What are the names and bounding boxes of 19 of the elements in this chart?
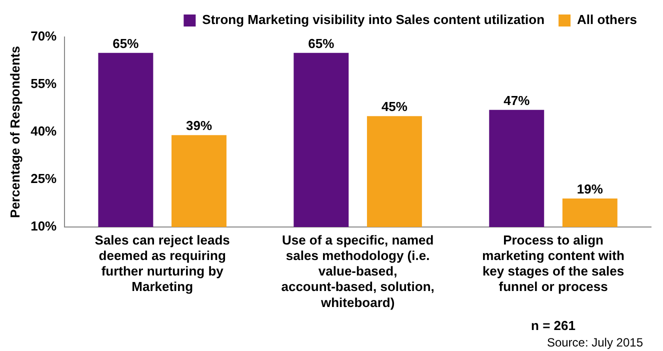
y-tick-label: 70% [30,28,58,44]
data-label: 39% [186,118,212,134]
x-tick-label: Use of a specific, named sales methodology (i.e. value-based, account-based, solution, whiteboard) [281,232,434,310]
legend-label: Strong Marketing visibility into Sales content utilization [202,12,545,28]
y-tick-label: 40% [30,124,58,139]
x-tick-label: Sales can reject leads deemed as requiring further nurturing by Marketing [94,232,230,294]
source-note: Source: July 2015 [546,335,644,350]
legend-label: All others [577,12,638,28]
data-label: 65% [308,36,335,51]
y-tick-label: 10% [30,218,58,234]
data-label: 47% [504,92,530,108]
y-axis-title: Percentage of Respondents [7,46,22,218]
data-label: 45% [381,99,408,114]
text: n = 261 [531,318,576,334]
y-tick-label: 25% [30,171,58,186]
data-label: 65% [112,36,140,51]
x-tick-label: Process to align marketing content with key stages of the sales funnel or process [482,232,624,294]
data-label: 19% [576,182,604,197]
y-tick-label: 55% [30,76,58,92]
